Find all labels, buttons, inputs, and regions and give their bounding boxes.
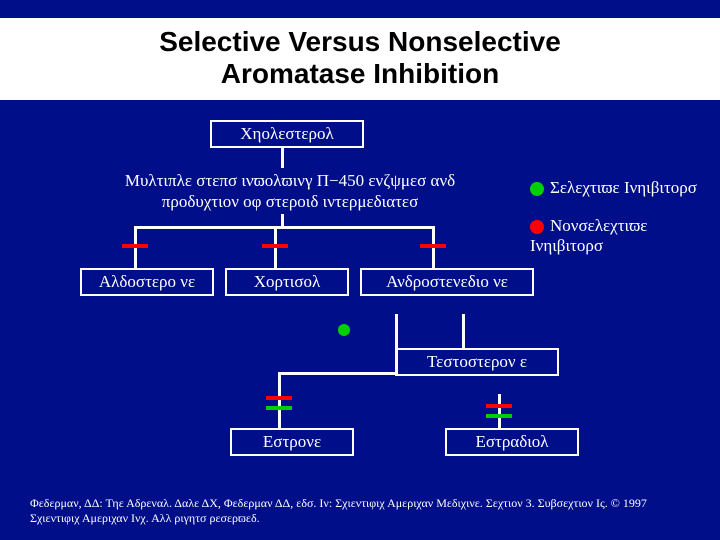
nonselective-mark bbox=[420, 244, 446, 248]
label-estrone: Εστρονε bbox=[263, 432, 321, 451]
selective-mark bbox=[266, 406, 292, 410]
box-aldosterone: Αλδοστερο νε bbox=[80, 268, 214, 296]
connector bbox=[134, 226, 434, 229]
legend-nonselective: Νονσελεχτιϖε Ινηιβιτορσ bbox=[530, 216, 720, 256]
diagram-stage: Selective Versus Nonselective Aromatase … bbox=[0, 0, 720, 540]
nonselective-mark bbox=[486, 404, 512, 408]
multistep-line2: προδυχτιον οφ στεροιδ ιντερμεδιατεσ bbox=[162, 192, 419, 211]
box-estrone: Εστρονε bbox=[230, 428, 354, 456]
nonselective-mark bbox=[262, 244, 288, 248]
label-androstenedione: Ανδροστενεδιο νε bbox=[386, 272, 508, 291]
box-androstenedione: Ανδροστενεδιο νε bbox=[360, 268, 534, 296]
box-testosterone: Τεστοστερον ε bbox=[395, 348, 559, 376]
title-line1: Selective Versus Nonselective bbox=[159, 26, 561, 57]
multistep-text: Μυλτιπλε στεπσ ινϖολϖινγ Π−450 ενζψμεσ α… bbox=[110, 170, 470, 213]
legend-selective-label: Σελεχτιϖε Ινηιβιτορσ bbox=[550, 178, 697, 197]
nonselective-mark bbox=[122, 244, 148, 248]
nonselective-mark bbox=[266, 396, 292, 400]
label-testosterone: Τεστοστερον ε bbox=[427, 352, 527, 371]
connector bbox=[498, 394, 501, 428]
citation-text: Φεδερμαν, ΔΔ: Τηε Αδρεναλ. Δαλε ΔΧ, Φεδε… bbox=[30, 496, 690, 526]
selective-mark bbox=[486, 414, 512, 418]
connector bbox=[278, 372, 281, 428]
legend-selective: Σελεχτιϖε Ινηιβιτορσ bbox=[530, 178, 697, 198]
selective-dot bbox=[338, 324, 350, 336]
connector bbox=[395, 314, 398, 374]
multistep-line1: Μυλτιπλε στεπσ ινϖολϖινγ Π−450 ενζψμεσ α… bbox=[125, 171, 455, 190]
label-cholesterol: Χηολεστερολ bbox=[240, 124, 333, 143]
box-cortisol: Χορτισολ bbox=[225, 268, 349, 296]
box-estradiol: Εστραδιολ bbox=[445, 428, 579, 456]
box-cholesterol: Χηολεστερολ bbox=[210, 120, 364, 148]
legend-nonselective-label: Νονσελεχτιϖε Ινηιβιτορσ bbox=[530, 216, 647, 255]
nonselective-swatch-icon bbox=[530, 220, 544, 234]
label-estradiol: Εστραδιολ bbox=[475, 432, 548, 451]
connector bbox=[278, 372, 398, 375]
label-cortisol: Χορτισολ bbox=[254, 272, 321, 291]
selective-swatch-icon bbox=[530, 182, 544, 196]
slide-title: Selective Versus Nonselective Aromatase … bbox=[0, 18, 720, 100]
connector bbox=[281, 146, 284, 168]
connector bbox=[462, 314, 465, 348]
title-line2: Aromatase Inhibition bbox=[221, 58, 499, 89]
label-aldosterone: Αλδοστερο νε bbox=[99, 272, 195, 291]
